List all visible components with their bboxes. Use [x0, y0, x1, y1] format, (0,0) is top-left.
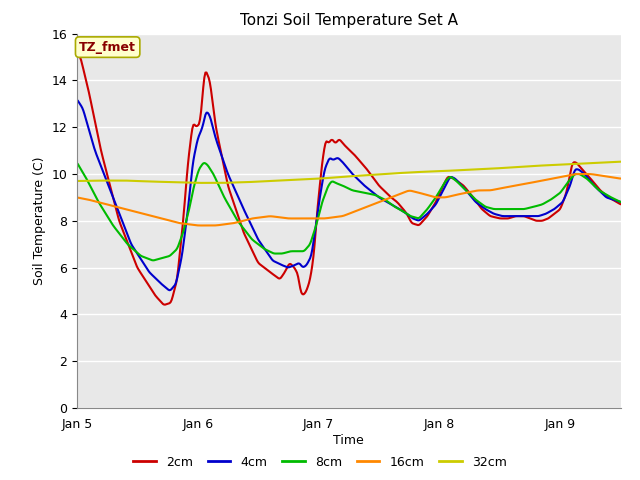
X-axis label: Time: Time: [333, 433, 364, 446]
Y-axis label: Soil Temperature (C): Soil Temperature (C): [33, 156, 45, 285]
Text: TZ_fmet: TZ_fmet: [79, 41, 136, 54]
Legend: 2cm, 4cm, 8cm, 16cm, 32cm: 2cm, 4cm, 8cm, 16cm, 32cm: [128, 451, 512, 474]
Title: Tonzi Soil Temperature Set A: Tonzi Soil Temperature Set A: [240, 13, 458, 28]
